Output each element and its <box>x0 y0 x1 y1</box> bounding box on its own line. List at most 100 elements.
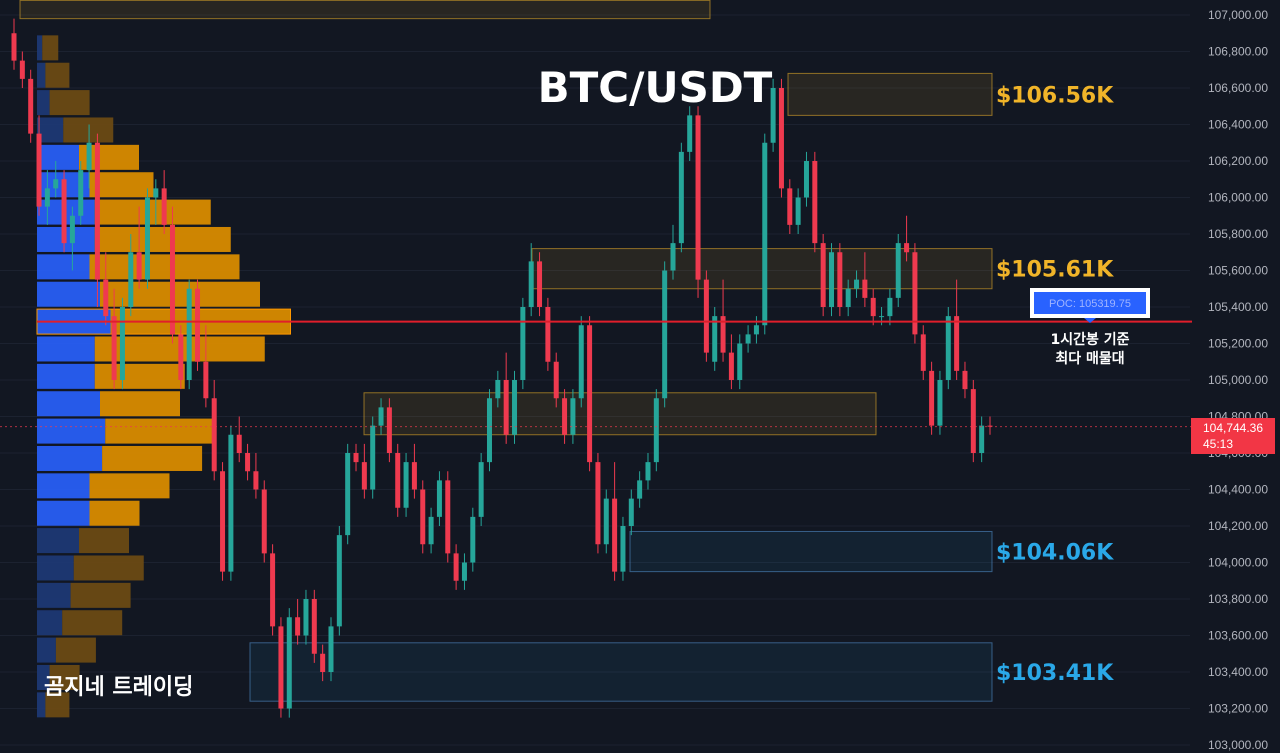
price-tick-label: 106,800.00 <box>1208 45 1268 59</box>
candle-body <box>128 252 134 307</box>
candle-body <box>879 316 885 318</box>
candle-body <box>44 188 50 207</box>
candle-body <box>870 297 876 317</box>
candle-body <box>353 453 359 463</box>
candle-body <box>28 78 34 134</box>
candle-body <box>119 307 125 380</box>
price-tick-label: 105,200.00 <box>1208 337 1268 351</box>
candle-body <box>620 526 626 572</box>
candle-body <box>286 617 292 709</box>
profile-buy-bar <box>37 555 74 581</box>
candle-body <box>770 88 776 143</box>
zone-top-left-box <box>19 0 711 20</box>
profile-sell-bar <box>100 281 260 307</box>
candle-body <box>970 389 976 453</box>
poc-label-fill <box>1034 292 1146 314</box>
candle-body <box>303 599 309 636</box>
zone-label: $106.56K <box>996 83 1114 108</box>
candle-body <box>795 197 801 225</box>
candle-body <box>11 33 17 61</box>
grid-lines <box>0 14 1190 746</box>
candle-body <box>703 279 709 353</box>
candle-body <box>53 179 59 189</box>
zone-upper-resistance <box>787 72 993 116</box>
candle-body <box>695 115 701 280</box>
candle-body <box>520 307 526 380</box>
profile-sell-bar <box>89 172 154 198</box>
profile-buy-bar <box>37 610 63 636</box>
candle-body <box>245 453 251 472</box>
candle-body <box>954 316 960 371</box>
profile-sell-bar <box>49 90 90 116</box>
candle-body <box>645 462 651 481</box>
profile-buy-bar <box>37 35 43 61</box>
candle-body <box>595 462 601 545</box>
candle-body <box>445 480 451 554</box>
candle-body <box>253 471 259 490</box>
candle-body <box>461 562 467 581</box>
candle-body <box>495 380 501 399</box>
profile-buy-bar <box>37 582 71 608</box>
candle-body <box>478 462 484 517</box>
zone-label: $103.41K <box>996 661 1114 686</box>
candle-body <box>545 307 551 362</box>
price-tick-label: 105,800.00 <box>1208 227 1268 241</box>
candle-body <box>854 279 860 289</box>
zone-label: $105.61K <box>996 258 1114 283</box>
candle-body <box>195 288 201 362</box>
profile-buy-bar <box>37 528 79 554</box>
profile-buy-bar <box>37 637 56 663</box>
price-tick-label: 103,000.00 <box>1208 738 1268 752</box>
candle-body <box>178 334 184 380</box>
candle-body <box>929 370 935 426</box>
profile-buy-bar <box>37 62 46 88</box>
candle-body <box>453 553 459 581</box>
poc-label-text: POC: 105319.75 <box>1049 298 1131 310</box>
candle-body <box>745 334 751 344</box>
candle-body <box>78 170 84 216</box>
candle-body <box>737 343 743 380</box>
candle-body <box>945 316 951 380</box>
price-tick-label: 105,400.00 <box>1208 300 1268 314</box>
profile-sell-bar <box>94 199 211 225</box>
profile-buy-bar <box>37 90 50 116</box>
candle-body <box>203 361 209 399</box>
profile-buy-bar <box>37 254 90 280</box>
candle-body <box>753 325 759 335</box>
price-tick-label: 103,200.00 <box>1208 702 1268 716</box>
candle-body <box>370 425 376 490</box>
candle-body <box>220 471 226 572</box>
candle-body <box>261 489 267 554</box>
candle-body <box>378 407 384 426</box>
profile-buy-bar <box>37 664 50 690</box>
candle-body <box>612 498 618 572</box>
candle-body <box>136 252 142 280</box>
profile-sell-bar <box>49 664 80 690</box>
price-tick-label: 105,600.00 <box>1208 264 1268 278</box>
candle-body <box>570 398 576 435</box>
candle-body <box>436 480 442 517</box>
candle-body <box>153 188 159 198</box>
candle-body <box>603 498 609 545</box>
candle-body <box>537 261 543 307</box>
current-price-badge <box>1191 418 1275 454</box>
poc-label: POC: 105319.75 <box>1030 288 1150 323</box>
profile-sell-bar <box>105 418 216 444</box>
price-tick-label: 106,000.00 <box>1208 191 1268 205</box>
candle-body <box>86 142 92 171</box>
candle-body <box>61 179 67 244</box>
candle-body <box>895 243 901 298</box>
profile-buy-bar <box>37 144 79 170</box>
candle-body <box>712 316 718 362</box>
candle-body <box>311 599 317 654</box>
candle-body <box>403 462 409 508</box>
profile-sell-bar <box>89 254 240 280</box>
candle-body <box>94 142 100 280</box>
price-axis: 107,000.00 106,800.00 106,600.00 106,400.00… <box>1208 8 1268 752</box>
profile-buy-bar <box>37 473 90 499</box>
candle-body <box>687 115 693 152</box>
zone-lower-support <box>629 530 993 573</box>
candle-body <box>512 380 518 435</box>
